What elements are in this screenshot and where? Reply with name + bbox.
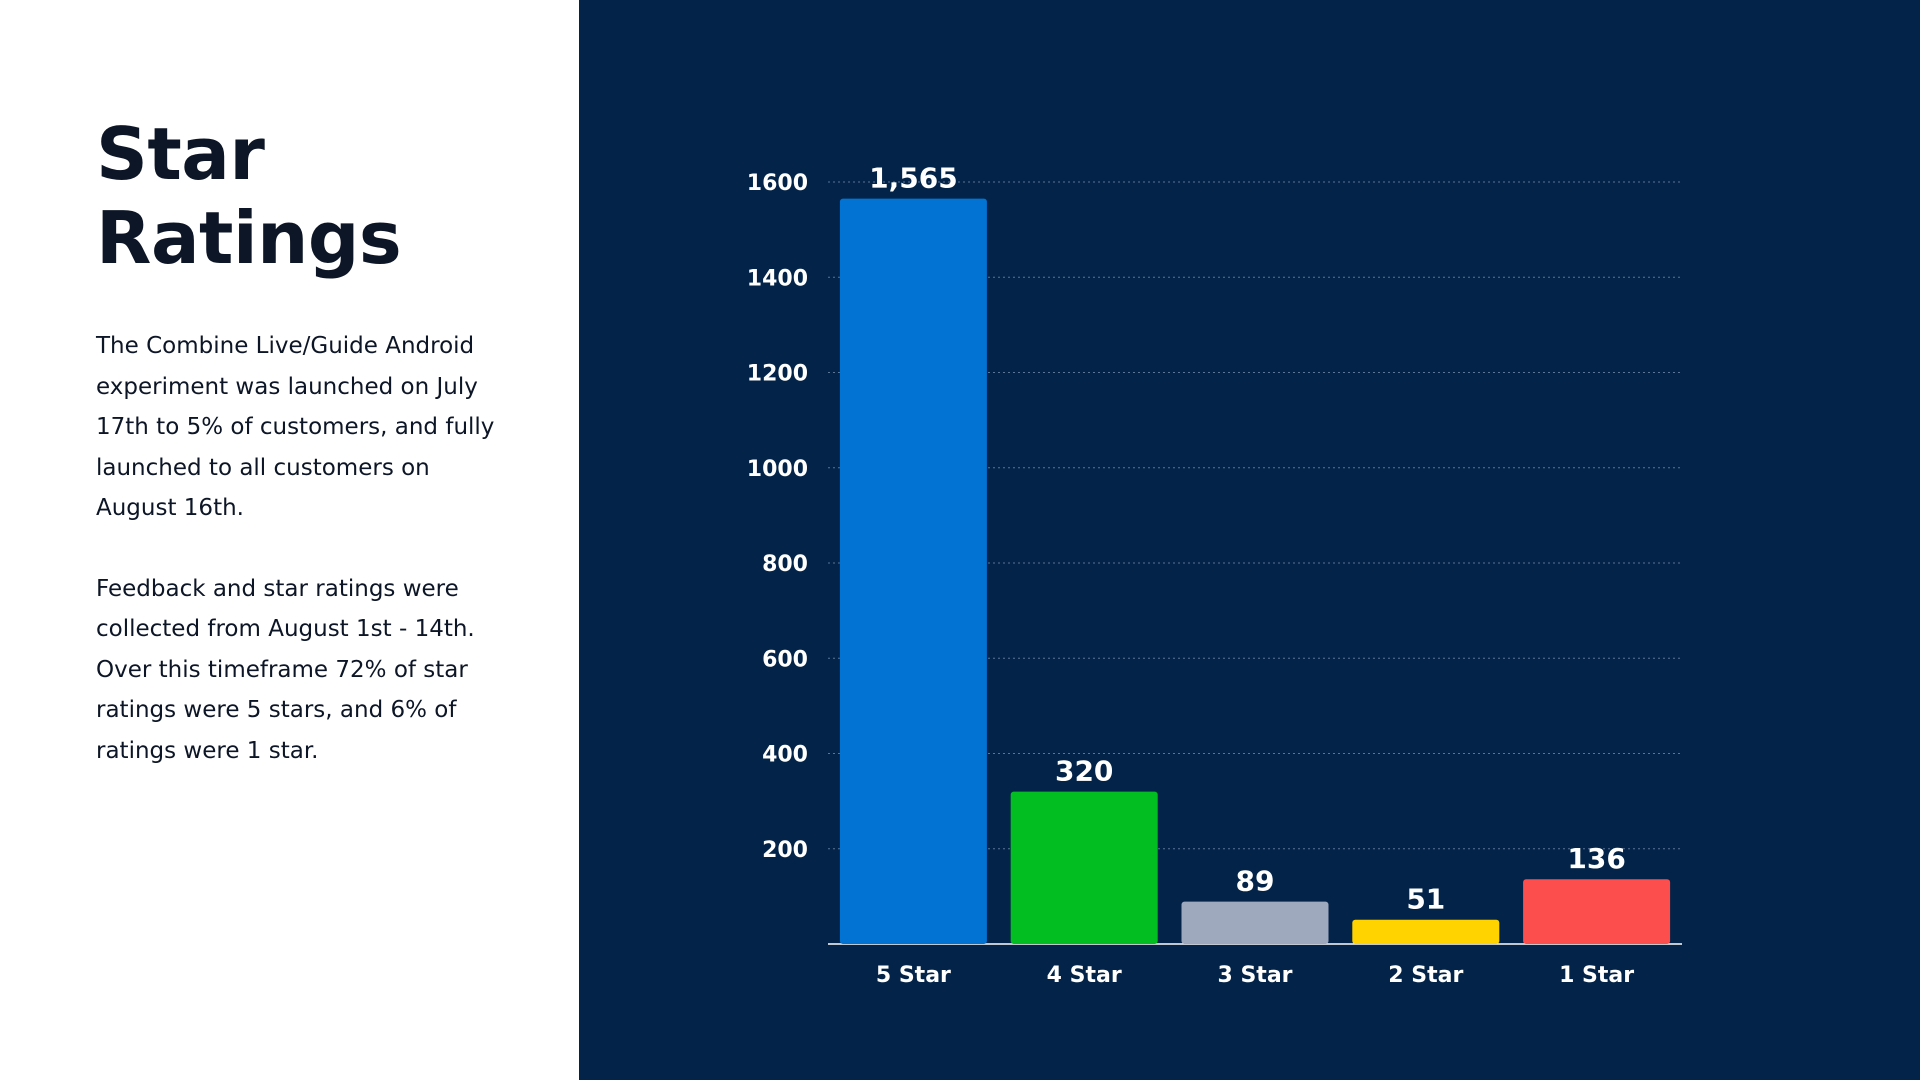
description-paragraph-1: The Combine Live/Guide Android experimen…	[96, 326, 496, 529]
x-category-label: 5 Star	[876, 963, 951, 988]
x-category-label: 3 Star	[1217, 963, 1292, 988]
slide-title-line-2: Ratings	[96, 196, 401, 280]
data-label: 1,565	[869, 162, 958, 195]
bar-1-star	[1523, 879, 1670, 944]
y-tick-label: 600	[762, 647, 808, 672]
x-category-label: 2 Star	[1388, 963, 1463, 988]
y-tick-label: 1000	[747, 457, 808, 482]
bar-chart: 200 400 600 800 1000 1200 1400 1600 1,565 5 Star 3…	[579, 0, 1920, 1080]
data-label: 136	[1567, 842, 1625, 875]
bars	[840, 199, 1670, 944]
description-paragraph-2: Feedback and star ratings were collected…	[96, 569, 496, 772]
text-panel: Star Ratings The Combine Live/Guide Andr…	[0, 0, 579, 1080]
y-tick-label: 1400	[747, 266, 808, 291]
bar-2-star	[1352, 920, 1499, 944]
data-label: 320	[1055, 755, 1113, 788]
data-label: 89	[1236, 865, 1275, 898]
x-category-label: 4 Star	[1047, 963, 1122, 988]
y-tick-label: 400	[762, 743, 808, 768]
y-tick-label: 800	[762, 552, 808, 577]
chart-panel: 200 400 600 800 1000 1200 1400 1600 1,565 5 Star 3…	[579, 0, 1920, 1080]
description: The Combine Live/Guide Android experimen…	[96, 326, 496, 771]
bar-4-star	[1011, 792, 1158, 944]
slide-title-line-1: Star	[96, 112, 264, 196]
bar-3-star	[1182, 902, 1329, 944]
slide-title: Star Ratings	[96, 112, 476, 280]
data-label: 51	[1406, 883, 1445, 916]
x-category-label: 1 Star	[1559, 963, 1634, 988]
y-tick-label: 1600	[747, 171, 808, 196]
y-tick-label: 200	[762, 838, 808, 863]
y-tick-label: 1200	[747, 362, 808, 387]
bar-5-star	[840, 199, 987, 944]
